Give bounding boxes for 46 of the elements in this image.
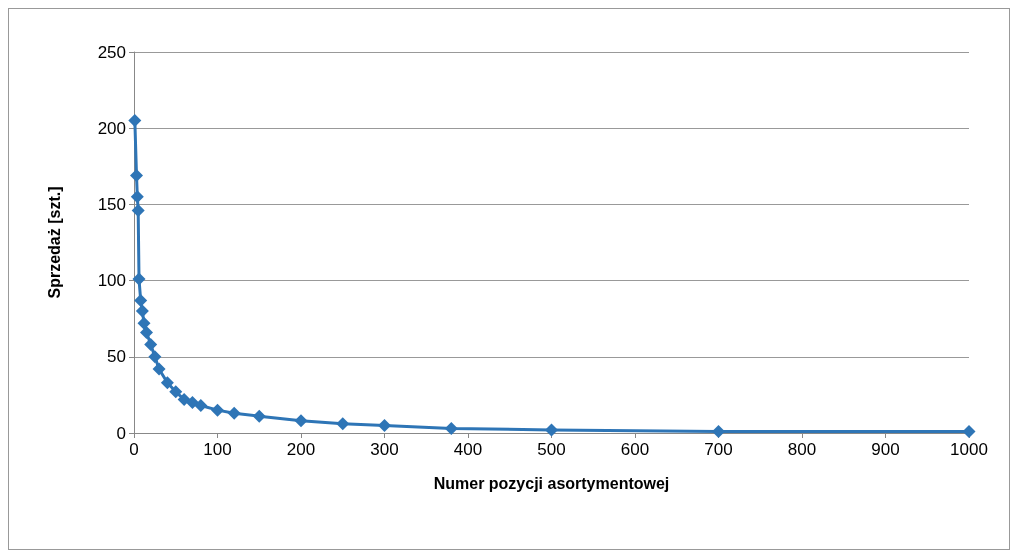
point bbox=[130, 190, 144, 204]
point bbox=[545, 423, 558, 437]
point bbox=[160, 376, 174, 390]
x-axis-title: Numer pozycji asortymentowej bbox=[433, 474, 670, 492]
point bbox=[131, 204, 145, 217]
point bbox=[128, 114, 142, 128]
y-axis-title: Sprzedaż [szt.] bbox=[45, 186, 63, 299]
point bbox=[211, 403, 224, 417]
y-tick-label: 100 bbox=[97, 271, 126, 291]
point bbox=[130, 168, 143, 182]
x-tick-label: 200 bbox=[286, 440, 316, 459]
x-tick-label: 400 bbox=[453, 440, 483, 459]
point bbox=[152, 362, 166, 376]
point bbox=[132, 272, 146, 286]
x-tick-label: 700 bbox=[704, 440, 733, 459]
point bbox=[227, 406, 241, 420]
y-tick-label: 250 bbox=[97, 42, 126, 62]
x-tick-label: 1000 bbox=[950, 440, 988, 459]
point bbox=[169, 385, 183, 399]
point bbox=[194, 399, 208, 413]
point bbox=[252, 409, 266, 423]
x-tick-label: 100 bbox=[203, 440, 232, 459]
x-tick-label: 0 bbox=[129, 440, 139, 459]
y-tick-label: 50 bbox=[107, 347, 126, 367]
x-tick-label: 600 bbox=[620, 440, 650, 459]
x-tick-label: 900 bbox=[871, 440, 900, 459]
point bbox=[140, 325, 154, 339]
y-tick-label: 0 bbox=[116, 423, 126, 443]
x-tick-label: 300 bbox=[370, 440, 399, 459]
point bbox=[378, 418, 391, 432]
point bbox=[148, 350, 162, 364]
point bbox=[144, 338, 158, 352]
y-tick-label: 150 bbox=[97, 194, 126, 214]
y-tick-label: 200 bbox=[97, 118, 126, 138]
point bbox=[134, 293, 148, 307]
point bbox=[135, 304, 149, 318]
point bbox=[177, 392, 191, 406]
point bbox=[294, 414, 308, 428]
point bbox=[137, 316, 151, 330]
point bbox=[962, 424, 976, 438]
x-tick-label: 800 bbox=[787, 440, 817, 459]
point bbox=[185, 396, 199, 410]
point bbox=[336, 417, 350, 431]
x-tick-label: 500 bbox=[537, 440, 566, 459]
point bbox=[444, 421, 458, 435]
point bbox=[712, 424, 725, 438]
